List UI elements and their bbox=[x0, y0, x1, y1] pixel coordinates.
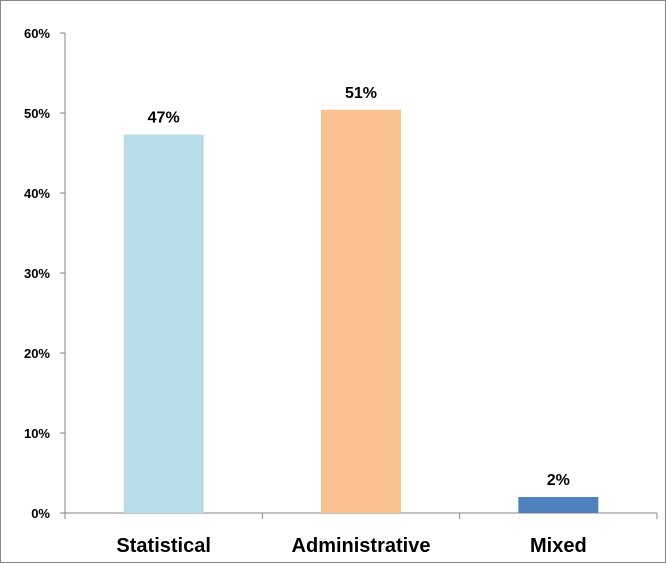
category-label-statistical: Statistical bbox=[116, 535, 210, 557]
data-label-statistical: 47% bbox=[148, 110, 180, 127]
data-label-mixed: 2% bbox=[547, 472, 570, 489]
bar-mixed bbox=[518, 497, 599, 513]
y-tick-label: 40% bbox=[24, 186, 50, 201]
y-tick-label: 50% bbox=[24, 106, 50, 121]
y-tick-label: 20% bbox=[24, 346, 50, 361]
bar-administrative bbox=[321, 109, 401, 514]
bar-statistical bbox=[123, 134, 204, 513]
y-tick-label: 30% bbox=[24, 266, 50, 281]
category-label-mixed: Mixed bbox=[530, 535, 587, 557]
category-label-administrative: Administrative bbox=[292, 535, 431, 557]
data-label-administrative: 51% bbox=[345, 85, 377, 102]
y-tick-label: 60% bbox=[24, 26, 50, 41]
y-tick-label: 0% bbox=[31, 506, 50, 521]
y-tick-label: 10% bbox=[24, 426, 50, 441]
